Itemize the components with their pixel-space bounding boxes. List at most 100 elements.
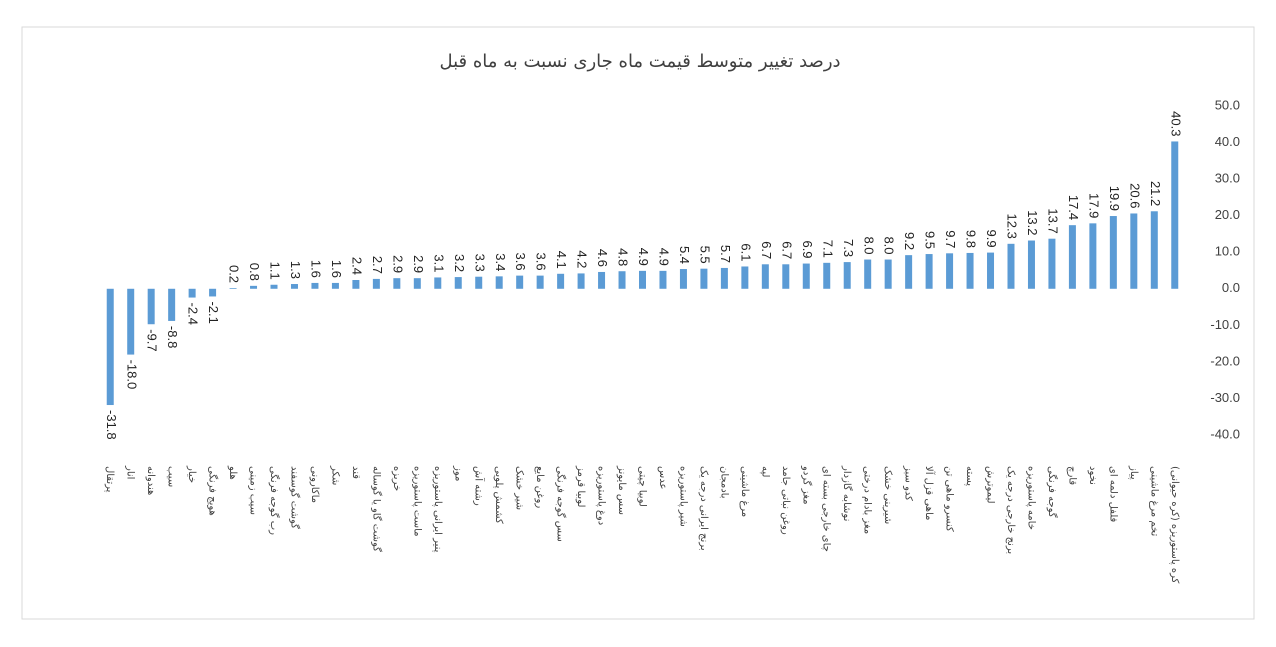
- x-tick-label: مرغ ماشینی: [739, 466, 750, 517]
- x-tick-label: کنسرو ماهی تن: [944, 466, 955, 532]
- value-label: 7.1: [820, 240, 835, 258]
- value-label: 4.2: [575, 250, 590, 268]
- bar: [782, 264, 790, 289]
- y-tick-label: 0.0: [1222, 280, 1240, 295]
- y-tick-label: 30.0: [1215, 171, 1240, 186]
- x-tick-label: پنیر ایرانی پاستوریزه: [432, 466, 443, 553]
- value-label: 9.8: [964, 230, 979, 248]
- bar: [884, 259, 892, 289]
- bar: [720, 267, 728, 289]
- value-label: 4.9: [636, 248, 651, 266]
- value-label: 6.7: [779, 241, 794, 259]
- bar: [516, 275, 524, 289]
- x-tick-label: سس گوجه فرنگی: [555, 466, 567, 542]
- x-tick-label: گوجه فرنگی: [1046, 466, 1058, 518]
- x-tick-label: رب گوجه فرنگی: [268, 466, 280, 535]
- value-label: 8.0: [882, 236, 897, 254]
- value-label: 3.1: [431, 254, 446, 272]
- value-label: 5.7: [718, 245, 733, 263]
- value-label: -2.4: [186, 303, 201, 325]
- x-tick-label: نخود: [1087, 466, 1098, 485]
- x-tick-label: هلو: [227, 465, 238, 480]
- bar: [270, 284, 278, 289]
- bar: [843, 262, 851, 289]
- chart-title: درصد تغییر متوسط قیمت ماه جاری نسبت به م…: [439, 51, 840, 72]
- bar: [434, 277, 442, 289]
- value-label: 3.2: [452, 254, 467, 272]
- value-label: 12.3: [1005, 214, 1020, 239]
- value-label: -31.8: [104, 410, 119, 440]
- value-label: 6.9: [800, 240, 815, 258]
- bar: [925, 254, 933, 289]
- bar: [290, 284, 298, 289]
- bar: [495, 276, 503, 289]
- value-label: 9.2: [902, 232, 917, 250]
- y-tick-label: 50.0: [1215, 97, 1240, 112]
- x-tick-label: خامه پاستوریزه: [1025, 466, 1036, 530]
- bar: [700, 268, 708, 289]
- value-label: 1.1: [268, 262, 283, 280]
- x-tick-label: خیار: [186, 465, 197, 483]
- value-label: 4.1: [554, 251, 569, 269]
- value-label: 4.9: [657, 248, 672, 266]
- bar: [475, 276, 483, 289]
- value-label: 8.0: [861, 236, 876, 254]
- x-tick-label: سس مایونز: [616, 465, 627, 515]
- value-label: 17.9: [1086, 193, 1101, 218]
- x-tick-label: چای خارجی بسته ای: [821, 466, 832, 552]
- bar: [802, 263, 810, 289]
- bar: [147, 288, 155, 325]
- bar: [106, 288, 114, 406]
- bar: [1130, 213, 1138, 289]
- y-tick-label: -30.0: [1210, 390, 1240, 405]
- x-tick-label: مغز بادام درختی: [862, 466, 873, 534]
- x-tick-label: تخم مرغ ماشینی: [1148, 466, 1159, 536]
- value-label: 3.6: [513, 253, 528, 271]
- value-label: 5.5: [697, 246, 712, 264]
- value-label: 6.7: [759, 241, 774, 259]
- chart-frame: [21, 26, 1255, 620]
- bar: [761, 264, 769, 289]
- bar: [659, 270, 667, 289]
- x-tick-label: دوغ پاستوریزه: [596, 466, 607, 525]
- bar: [1109, 216, 1117, 289]
- value-label: 9.7: [943, 230, 958, 248]
- x-tick-label: لیموترش: [985, 466, 996, 504]
- x-tick-label: گوشت گوسفند: [288, 466, 300, 529]
- x-tick-label: سیب زمینی: [248, 466, 259, 515]
- value-label: 19.9: [1107, 186, 1122, 211]
- x-tick-label: مغز گردو: [800, 465, 812, 504]
- bar: [1027, 240, 1035, 289]
- x-tick-label: کدو سبز: [903, 465, 914, 501]
- bar: [168, 288, 176, 321]
- value-label: 6.1: [738, 243, 753, 261]
- value-label: 0.2: [227, 265, 242, 283]
- value-label: 1.6: [329, 260, 344, 278]
- bar: [1068, 225, 1076, 289]
- bar: [127, 288, 135, 355]
- value-label: 1.6: [309, 260, 324, 278]
- value-label: 13.7: [1045, 208, 1060, 233]
- y-tick-label: -40.0: [1210, 426, 1240, 441]
- x-tick-label: شیر پاستوریزه: [677, 466, 688, 527]
- bar: [536, 275, 544, 289]
- x-tick-label: برنج خارجی درجه یک: [1005, 466, 1016, 554]
- value-label: 13.2: [1025, 210, 1040, 235]
- x-tick-label: نوشابه گازدار: [841, 465, 853, 521]
- bar: [1089, 223, 1097, 289]
- x-tick-label: لوبیا چیتی: [637, 466, 648, 507]
- value-label: -8.8: [165, 326, 180, 348]
- y-tick-label: -10.0: [1210, 317, 1240, 332]
- x-tick-label: پیاز: [1128, 465, 1139, 480]
- bar: [413, 278, 421, 289]
- bar: [311, 282, 319, 289]
- value-label: 21.2: [1148, 181, 1163, 206]
- bar: [1150, 211, 1158, 289]
- x-tick-label: هندوانه: [145, 466, 156, 495]
- y-tick-label: -20.0: [1210, 353, 1240, 368]
- bar: [188, 288, 196, 298]
- value-label: 0.8: [247, 263, 262, 281]
- x-tick-label: گوشت گاو یا گوساله: [370, 466, 382, 552]
- value-label: -9.7: [145, 329, 160, 351]
- x-tick-label: روغن مایع: [534, 466, 545, 508]
